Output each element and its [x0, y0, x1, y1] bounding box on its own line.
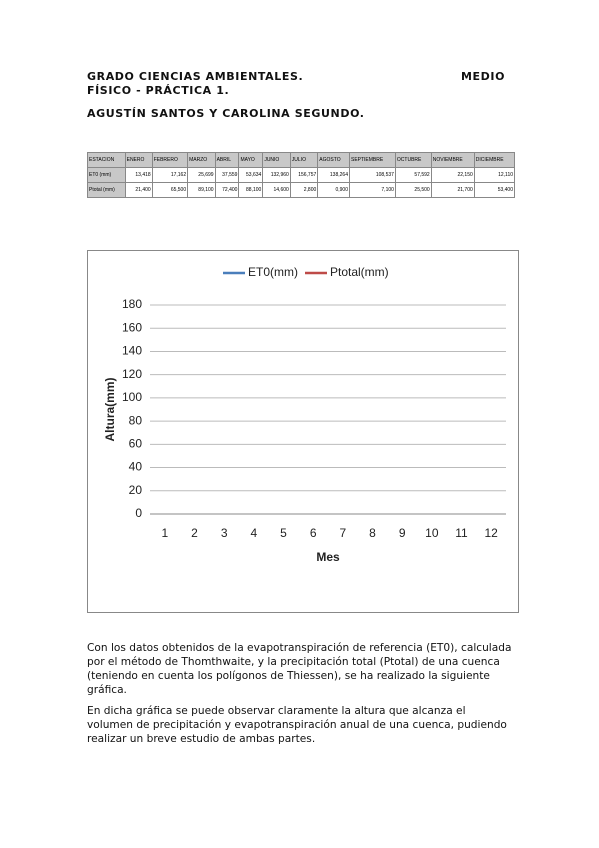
- table-cell: 21,400: [124, 182, 153, 198]
- table-cell: 72,400: [214, 182, 240, 198]
- table-cell: ESTACION: [87, 152, 126, 168]
- table-cell: ENERO: [124, 152, 153, 168]
- authors: AGUSTÍN SANTOS Y CAROLINA SEGUNDO.: [87, 107, 365, 120]
- data-table: ESTACION ENERO FEBRERO MARZO ABRIL MAYO JUNIO J…: [87, 152, 516, 198]
- table-cell: Ptotal (mm): [87, 182, 126, 198]
- y-axis-title: Altura(mm): [103, 377, 117, 441]
- legend-label: ET0(mm): [248, 265, 298, 279]
- table-cell: 2,800: [289, 182, 319, 198]
- y-tick-label: 60: [129, 437, 143, 451]
- table-cell: 65,500: [151, 182, 189, 198]
- paragraph: Con los datos obtenidos de la evapotrans…: [87, 642, 512, 696]
- table-cell: 138,264: [317, 167, 350, 183]
- table-cell: ET0 (mm): [87, 167, 126, 183]
- table-cell: AGOSTO: [317, 152, 350, 168]
- table-row: Ptotal (mm) 21,400 65,500 89,100 72,400 88,10…: [87, 182, 516, 198]
- table-cell: 132,960: [262, 167, 291, 183]
- table-cell: 12,110: [473, 167, 516, 183]
- x-tick-label: 8: [369, 526, 376, 540]
- table-cell: 7,100: [348, 182, 396, 198]
- y-tick-label: 160: [122, 320, 142, 334]
- table-cell: 22,150: [430, 167, 475, 183]
- legend-label: Ptotal(mm): [330, 265, 389, 279]
- chart-frame: [87, 250, 519, 613]
- table-cell: MAYO: [238, 152, 264, 168]
- table-cell: 25,500: [394, 182, 432, 198]
- x-tick-label: 11: [455, 526, 468, 540]
- x-tick-label: 9: [399, 526, 406, 540]
- table-cell: MARZO: [187, 152, 216, 168]
- x-tick-label: 4: [250, 526, 257, 540]
- y-tick-label: 100: [122, 390, 142, 404]
- table-cell: 57,592: [394, 167, 432, 183]
- table-row: ESTACION ENERO FEBRERO MARZO ABRIL MAYO JUNIO J…: [87, 152, 516, 168]
- y-tick-label: 120: [122, 367, 142, 381]
- y-tick-label: 20: [129, 483, 143, 497]
- x-tick-label: 5: [280, 526, 287, 540]
- header-line: MEDIO: [461, 70, 506, 83]
- x-tick-label: 1: [161, 526, 168, 540]
- header-line: FÍSICO - PRÁCTICA 1.: [87, 84, 230, 97]
- paragraph: En dicha gráfica se puede observar clara…: [87, 705, 507, 745]
- x-tick-label: 12: [484, 526, 498, 540]
- table-cell: ABRIL: [214, 152, 240, 168]
- y-tick-label: 40: [129, 460, 143, 474]
- table-cell: 13,418: [124, 167, 153, 183]
- x-tick-label: 3: [221, 526, 228, 540]
- table-cell: 53,634: [238, 167, 264, 183]
- table-cell: 88,100: [238, 182, 264, 198]
- y-tick-label: 180: [122, 297, 142, 311]
- table-cell: 37,559: [214, 167, 240, 183]
- table-cell: 156,757: [289, 167, 319, 183]
- x-tick-label: 6: [310, 526, 317, 540]
- x-axis-title: Mes: [316, 550, 340, 564]
- y-tick-label: 140: [122, 344, 142, 358]
- table-cell: 21,700: [430, 182, 475, 198]
- table-cell: FEBRERO: [151, 152, 189, 168]
- y-tick-label: 80: [129, 413, 143, 427]
- x-tick-label: 10: [425, 526, 439, 540]
- table-cell: DICIEMBRE: [473, 152, 516, 168]
- table-cell: 0,900: [317, 182, 350, 198]
- table-cell: OCTUBRE: [394, 152, 432, 168]
- header-line: GRADO CIENCIAS AMBIENTALES.: [87, 70, 304, 83]
- table-cell: 89,100: [187, 182, 216, 198]
- x-tick-label: 2: [191, 526, 198, 540]
- table-cell: 14,600: [262, 182, 291, 198]
- table-cell: NOVIEMBRE: [430, 152, 475, 168]
- table-cell: JULIO: [289, 152, 319, 168]
- table-cell: JUNIO: [262, 152, 291, 168]
- x-tick-label: 7: [339, 526, 346, 540]
- table-cell: 108,537: [348, 167, 396, 183]
- table-cell: 17,162: [151, 167, 189, 183]
- table-cell: 25,699: [187, 167, 216, 183]
- table-cell: 53,400: [473, 182, 516, 198]
- table-row: ET0 (mm) 13,418 17,162 25,699 37,559 53,634 13…: [87, 167, 516, 183]
- table-cell: SEPTIEMBRE: [348, 152, 396, 168]
- y-tick-label: 0: [135, 506, 142, 520]
